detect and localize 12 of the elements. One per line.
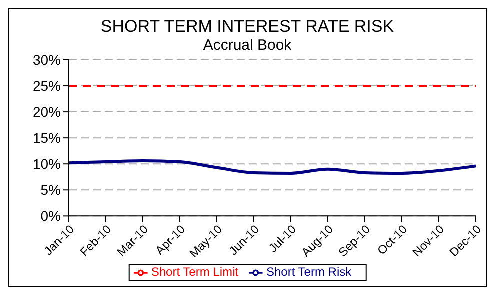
y-tick-label: 10%: [32, 156, 61, 172]
y-tick-label: 5%: [40, 182, 61, 198]
line-series: [68, 159, 478, 175]
chart-title: SHORT TERM INTEREST RATE RISK: [100, 17, 396, 37]
legend-label: Short Term Limit: [151, 265, 238, 280]
y-tick-label: 20%: [32, 104, 61, 120]
y-tick-label: 0%: [40, 208, 61, 224]
legend-label: Short Term Risk: [266, 265, 352, 280]
y-tick-label: 30%: [32, 52, 61, 68]
y-tick-label: 25%: [32, 78, 61, 94]
y-tick-label: 15%: [32, 130, 61, 146]
chart-subtitle: Accrual Book: [203, 37, 292, 54]
